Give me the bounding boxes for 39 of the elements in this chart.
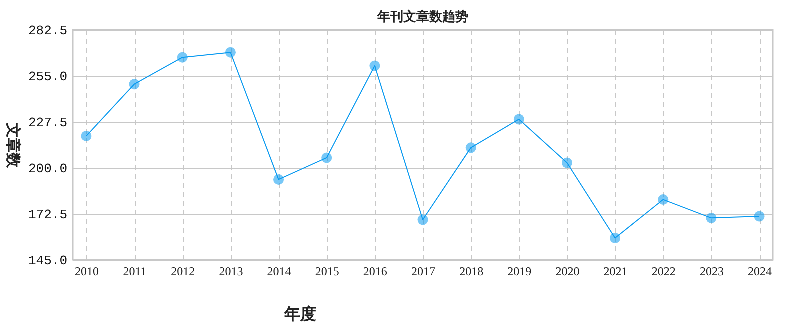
x-tick-label: 2018 — [460, 264, 484, 278]
y-tick-label: 172.5 — [28, 208, 68, 222]
point — [177, 52, 188, 63]
x-tick-label: 2010 — [74, 264, 99, 278]
x-tick-label: 2015 — [315, 264, 340, 278]
y-tick-label: 145.0 — [28, 254, 68, 268]
point — [514, 114, 524, 125]
x-tick-label: 2013 — [219, 264, 244, 278]
chart-title: 年刊文章数趋势 — [376, 9, 468, 24]
point — [225, 47, 236, 58]
x-tick-label: 2011 — [123, 264, 147, 278]
y-tick-label: 282.5 — [28, 24, 68, 38]
point — [418, 214, 428, 226]
y-tick-label: 200.0 — [28, 162, 68, 176]
point — [610, 233, 621, 244]
x-tick-label: 2014 — [267, 264, 292, 278]
x-tick-label: 2023 — [700, 264, 724, 278]
point — [81, 130, 92, 142]
x-tick-label: 2020 — [556, 264, 580, 278]
point — [706, 212, 717, 224]
x-tick-label: 2016 — [363, 264, 388, 278]
point — [129, 79, 140, 90]
y-axis-title: 文章数 — [4, 122, 22, 169]
x-tick-label: 2012 — [171, 264, 196, 278]
y-tick-label: 255.0 — [28, 70, 68, 84]
x-tick-label: 2024 — [748, 264, 772, 278]
point — [754, 211, 765, 222]
x-tick-label: 2019 — [508, 264, 532, 278]
point — [322, 152, 332, 164]
x-tick-label: 2017 — [412, 264, 436, 278]
x-axis-title: 年度 — [284, 304, 316, 324]
point — [658, 194, 669, 206]
point — [370, 60, 380, 72]
point — [562, 158, 572, 168]
y-tick-label: 227.5 — [28, 116, 68, 130]
point — [466, 142, 476, 154]
x-tick-label: 2022 — [652, 264, 676, 278]
point — [274, 174, 284, 185]
x-tick-label: 2021 — [604, 264, 628, 278]
